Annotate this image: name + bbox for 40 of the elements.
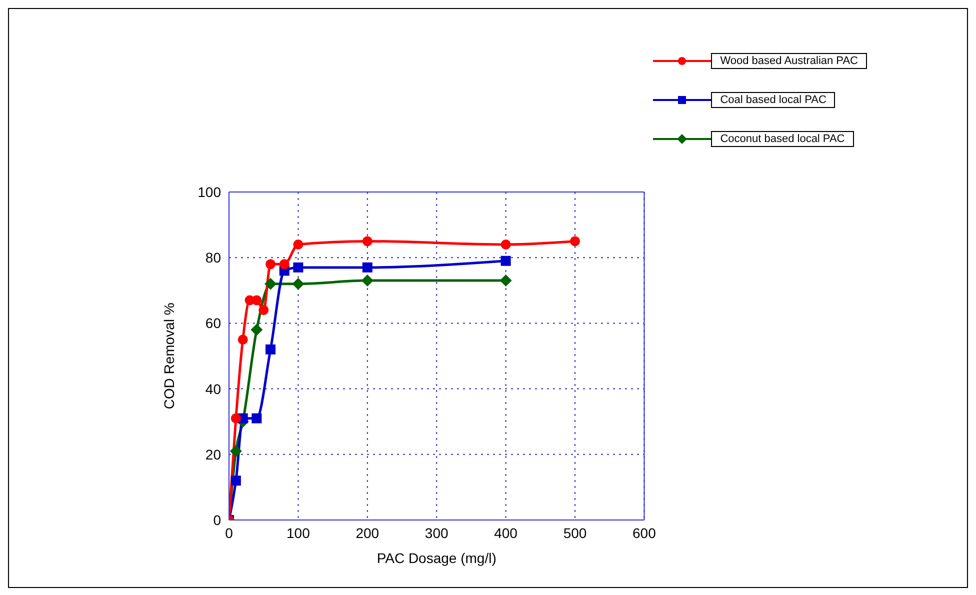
x-tick-label: 300 (424, 524, 448, 541)
point (500, 239, 511, 250)
point (279, 259, 290, 270)
point (292, 278, 304, 290)
x-tick-label: 200 (356, 524, 380, 541)
y-tick-label: 60 (205, 315, 222, 332)
point (238, 334, 248, 345)
y-axis-title: COD Removal % (160, 302, 177, 410)
point (500, 256, 511, 266)
text: Coconut based local PAC (711, 130, 854, 146)
point (230, 476, 241, 486)
x-axis-title: PAC Dosage (mg/l) (376, 550, 496, 566)
point (362, 236, 372, 246)
point (266, 259, 276, 270)
point (252, 413, 262, 424)
point (252, 295, 262, 306)
y-tick-label: 80 (205, 250, 222, 266)
point (570, 236, 580, 246)
point (361, 274, 374, 287)
point (230, 445, 242, 458)
text: Wood based Australian PAC (711, 52, 867, 68)
x-tick-label: 400 (494, 524, 518, 541)
point (250, 324, 263, 336)
x-tick-label: 100 (286, 524, 310, 541)
point (230, 413, 241, 424)
point (264, 278, 277, 290)
y-tick-label: 100 (198, 184, 222, 200)
point (293, 262, 304, 272)
point (362, 262, 372, 272)
text: Coal based local PAC (711, 92, 836, 108)
x-tick-label: 600 (632, 524, 656, 541)
point (266, 344, 276, 354)
x-tick-label: 500 (563, 524, 587, 541)
y-tick-label: 20 (205, 446, 222, 462)
x-tick-label: 0 (225, 524, 234, 541)
point (258, 305, 269, 316)
y-tick-label: 40 (205, 380, 222, 397)
point (500, 274, 512, 287)
y-tick-label: 0 (213, 512, 222, 528)
point (293, 239, 304, 250)
